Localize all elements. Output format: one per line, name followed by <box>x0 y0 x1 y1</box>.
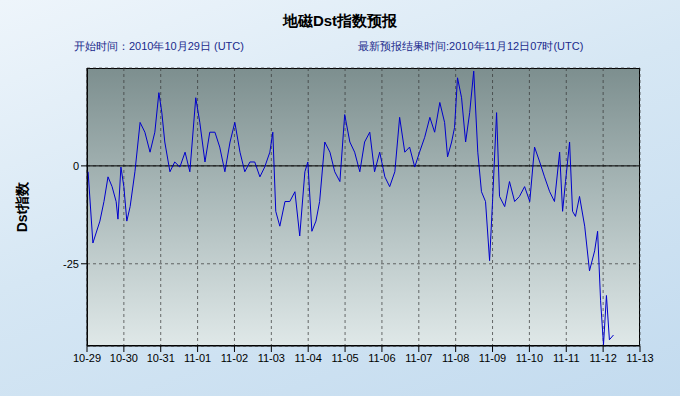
svg-text:10-30: 10-30 <box>110 352 138 364</box>
svg-text:10-31: 10-31 <box>147 352 175 364</box>
svg-text:-25: -25 <box>63 258 79 270</box>
svg-text:10-29: 10-29 <box>73 352 101 364</box>
svg-text:11-01: 11-01 <box>184 352 211 364</box>
svg-text:11-02: 11-02 <box>221 352 248 364</box>
svg-text:11-12: 11-12 <box>589 352 616 364</box>
html-text:地磁Dst指数预报: 地磁Dst指数预报 <box>282 12 398 29</box>
html-text:最新预报结果时间:2010年11月12日07时(UTC): 最新预报结果时间:2010年11月12日07时(UTC) <box>358 40 584 52</box>
svg-text:11-09: 11-09 <box>479 352 506 364</box>
svg-text:11-10: 11-10 <box>516 352 543 364</box>
svg-text:0: 0 <box>73 160 79 172</box>
svg-text:11-11: 11-11 <box>553 352 580 364</box>
svg-text:11-05: 11-05 <box>331 352 358 364</box>
svg-text:11-03: 11-03 <box>258 352 285 364</box>
html-text:开始时间：2010年10月29日 (UTC): 开始时间：2010年10月29日 (UTC) <box>74 40 244 52</box>
svg-text:11-13: 11-13 <box>626 352 653 364</box>
svg-text:Dst指数: Dst指数 <box>14 181 30 233</box>
svg-text:11-08: 11-08 <box>442 352 469 364</box>
svg-text:11-04: 11-04 <box>295 352 322 364</box>
svg-text:11-06: 11-06 <box>368 352 395 364</box>
svg-text:11-07: 11-07 <box>405 352 432 364</box>
